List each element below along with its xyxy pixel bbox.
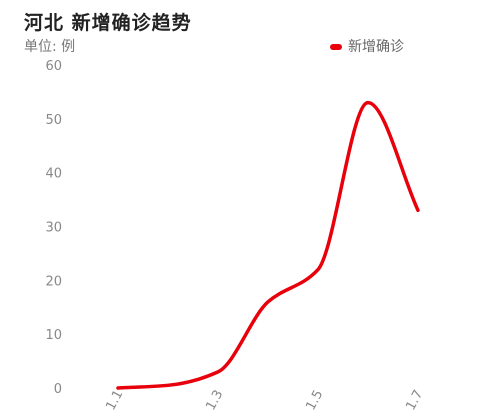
y-tick-label: 40 <box>45 167 62 182</box>
y-tick-label: 0 <box>54 382 62 397</box>
x-tick-label: 1.5 <box>303 388 326 413</box>
x-tick-label: 1.1 <box>103 388 126 413</box>
x-tick-label: 1.7 <box>403 388 426 413</box>
y-tick-label: 30 <box>45 221 62 236</box>
chart-title: 河北 新增确诊趋势 <box>24 12 192 34</box>
y-unit-label: 单位: 例 <box>24 39 76 55</box>
legend: 新增确诊 <box>330 36 404 56</box>
y-tick-label: 50 <box>45 113 62 128</box>
y-tick-label: 20 <box>45 274 62 289</box>
series-line <box>116 100 420 390</box>
y-tick-label: 60 <box>45 59 62 74</box>
legend-marker <box>330 44 342 50</box>
y-tick-label: 10 <box>45 328 62 343</box>
legend-label: 新增确诊 <box>348 39 404 55</box>
x-tick-label: 1.3 <box>203 388 226 413</box>
